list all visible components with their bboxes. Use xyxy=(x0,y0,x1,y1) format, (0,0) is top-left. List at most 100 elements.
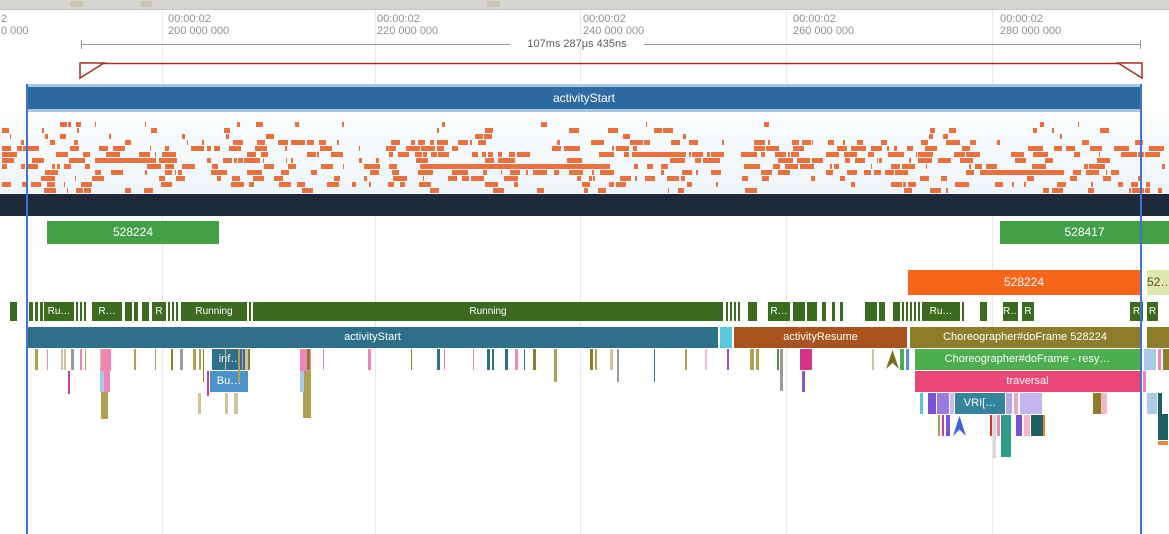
slice-choreographer-doframe[interactable]: Choreographer#doFrame 528224 xyxy=(910,327,1140,348)
micro-slice-33 xyxy=(950,393,954,414)
running-segment-0[interactable] xyxy=(10,302,17,321)
running-segment-29[interactable] xyxy=(840,302,843,321)
thin-noise xyxy=(238,349,240,382)
flame-noise-mark xyxy=(75,176,76,181)
slice-olive-right[interactable] xyxy=(1147,327,1169,348)
flame-noise-mark xyxy=(291,158,293,163)
running-segment-40[interactable] xyxy=(980,302,987,321)
slice-traversal[interactable]: traversal xyxy=(915,371,1140,392)
flame-noise-mark xyxy=(775,152,786,157)
flame-noise-mark xyxy=(1027,176,1034,181)
running-segment-2[interactable] xyxy=(35,302,38,321)
flame-noise-mark xyxy=(616,182,626,187)
slice-activity-resume[interactable]: activityResume xyxy=(734,327,907,348)
running-segment-38[interactable]: Ru… xyxy=(922,302,960,321)
running-segment-30[interactable] xyxy=(865,302,877,321)
flame-noise-mark xyxy=(212,164,218,169)
running-segment-8[interactable]: R… xyxy=(92,302,122,321)
flame-noise-mark xyxy=(327,182,339,187)
flame-noise-mark xyxy=(997,140,1000,145)
running-segment-43[interactable]: R xyxy=(1130,302,1143,321)
flame-noise-mark xyxy=(23,146,39,151)
running-segment-33[interactable] xyxy=(902,302,904,321)
flame-noise-mark xyxy=(207,146,211,151)
running-segment-31[interactable] xyxy=(879,302,885,321)
async-slice-activity-start[interactable]: activityStart xyxy=(27,84,1141,112)
running-segment-12[interactable]: R xyxy=(152,302,166,321)
flame-noise-mark xyxy=(418,170,433,175)
running-segment-6[interactable] xyxy=(80,302,82,321)
flame-noise-mark xyxy=(624,152,629,157)
flame-noise-mark xyxy=(17,146,22,151)
slice-activity-start[interactable]: activityStart xyxy=(27,327,718,348)
selected-span-bracket[interactable] xyxy=(0,60,1169,80)
running-segment-3[interactable] xyxy=(40,302,43,321)
running-segment-34[interactable] xyxy=(906,302,908,321)
flame-noise-mark xyxy=(229,146,241,151)
running-segment-37[interactable] xyxy=(918,302,920,321)
running-segment-41[interactable]: R… xyxy=(1003,302,1018,321)
flame-noise-mark xyxy=(125,140,131,145)
running-segment-1[interactable] xyxy=(29,302,33,321)
running-segment-5[interactable] xyxy=(76,302,78,321)
slice-vri[interactable]: VRI[… xyxy=(955,393,1005,414)
micro-slice-40 xyxy=(942,415,944,436)
running-segment-9[interactable] xyxy=(125,302,132,321)
flame-noise-mark xyxy=(1149,146,1164,151)
running-segment-26[interactable] xyxy=(807,302,817,321)
running-segment-4[interactable]: Ru… xyxy=(44,302,74,321)
flame-noise-mark xyxy=(1066,146,1075,151)
zoomed-out-flame-region[interactable] xyxy=(0,112,1169,194)
flame-noise-mark xyxy=(442,122,445,127)
selection-boundary-left[interactable] xyxy=(26,84,28,534)
counter-528417[interactable]: 528417 xyxy=(1000,221,1169,244)
flame-noise-mark xyxy=(1054,146,1062,151)
gridline-0 xyxy=(162,10,163,534)
running-segment-39[interactable] xyxy=(962,302,964,321)
slice-bu[interactable]: Bu… xyxy=(210,371,248,392)
running-segment-22[interactable] xyxy=(738,302,740,321)
micro-slice-4 xyxy=(300,349,311,371)
running-segment-16[interactable]: Running xyxy=(181,302,247,321)
running-segment-13[interactable] xyxy=(168,302,170,321)
flame-noise-mark xyxy=(949,128,956,133)
running-segment-32[interactable] xyxy=(893,302,900,321)
flame-noise-mark xyxy=(509,152,515,157)
flame-noise-mark xyxy=(975,164,982,169)
running-segment-42[interactable]: R xyxy=(1022,302,1034,321)
marker-arrow-khaki[interactable] xyxy=(886,350,899,369)
slice-cyan[interactable] xyxy=(720,327,732,348)
flame-noise-mark xyxy=(855,158,865,163)
running-segment-27[interactable] xyxy=(822,302,826,321)
running-segment-19[interactable] xyxy=(726,302,728,321)
counter-528224[interactable]: 528224 xyxy=(47,221,219,244)
running-segment-18[interactable]: Running xyxy=(253,302,723,321)
running-segment-24[interactable]: R… xyxy=(768,302,790,321)
running-segment-36[interactable] xyxy=(914,302,916,321)
state-528-khaki[interactable]: 52… xyxy=(1147,270,1169,295)
running-segment-44[interactable]: R xyxy=(1147,302,1158,321)
running-segment-17[interactable] xyxy=(249,302,251,321)
state-528224-orange[interactable]: 528224 xyxy=(908,270,1140,295)
running-segment-15[interactable] xyxy=(176,302,178,321)
running-segment-21[interactable] xyxy=(734,302,736,321)
selection-boundary-right[interactable] xyxy=(1140,84,1142,534)
flame-noise-mark xyxy=(311,170,317,175)
running-segment-11[interactable] xyxy=(142,302,149,321)
running-segment-10[interactable] xyxy=(134,302,138,321)
running-segment-28[interactable] xyxy=(832,302,835,321)
running-segment-14[interactable] xyxy=(172,302,174,321)
running-segment-7[interactable] xyxy=(84,302,86,321)
running-segment-35[interactable] xyxy=(910,302,912,321)
collapsed-track-band[interactable] xyxy=(0,194,1169,216)
flame-noise-mark xyxy=(1048,170,1064,175)
micro-slice-31 xyxy=(928,393,936,414)
running-segment-20[interactable] xyxy=(730,302,732,321)
flame-noise-mark xyxy=(909,158,911,163)
running-segment-23[interactable] xyxy=(748,302,757,321)
flame-noise-mark xyxy=(388,182,394,187)
slice-doframe-resync[interactable]: Choreographer#doFrame - resy… xyxy=(915,349,1140,370)
marker-arrow-blue[interactable] xyxy=(953,416,966,436)
running-segment-25[interactable] xyxy=(793,302,805,321)
